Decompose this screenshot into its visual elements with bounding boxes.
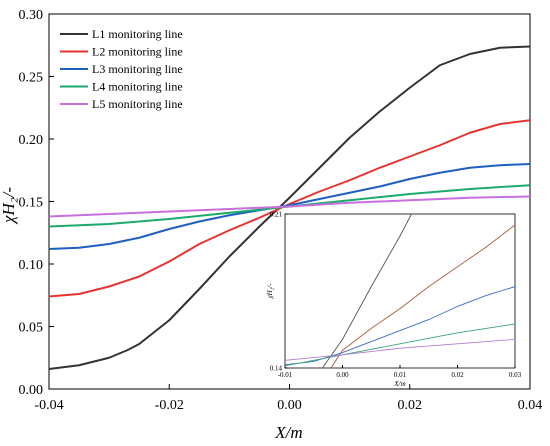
y-axis-label: χH₂/- (0, 187, 18, 225)
x-tick-label: 0.00 (336, 371, 349, 379)
y-tick-label: 0.05 (19, 321, 44, 336)
x-tick-label: 0.02 (451, 371, 464, 379)
x-axis-label: X/m (274, 423, 302, 442)
series-line-1 (48, 45, 531, 370)
inset-plot-frame (284, 213, 516, 369)
x-tick-label: -0.01 (278, 371, 293, 379)
legend-label-1: L1 monitoring line (92, 27, 183, 41)
series-line-2 (330, 224, 515, 368)
x-tick-label: 0.03 (509, 371, 522, 379)
legend-label-5: L5 monitoring line (92, 97, 183, 111)
y-tick-label: 0.20 (19, 133, 44, 148)
x-tick-label: 0.04 (518, 398, 543, 413)
legend: L1 monitoring line L2 monitoring line L3 m… (60, 27, 183, 111)
y-tick-label: 0.30 (19, 8, 44, 23)
y-tick-label: 0.10 (19, 258, 44, 273)
inset-y-axis-label: χH₂/- (266, 283, 274, 300)
inset-x-axis-label: X/m (393, 380, 405, 388)
series-line-5 (48, 195, 531, 218)
x-tick-label: -0.04 (34, 398, 63, 413)
inset-axis-ticks: -0.01 0.00 0.01 0.02 0.03 0.14 0.21 (270, 211, 522, 380)
x-tick-label: -0.02 (155, 398, 184, 413)
y-tick-label: 0.00 (19, 383, 44, 398)
x-tick-label: 0.00 (277, 398, 302, 413)
series-line-5 (285, 338, 515, 361)
y-tick-label: 0.14 (270, 365, 283, 373)
series-line-4 (285, 323, 515, 367)
main-axis-ticks: -0.04 -0.02 0.00 0.02 0.04 0.00 0.05 0.10 0.15 0.… (19, 8, 543, 413)
series-line-2 (48, 119, 531, 298)
y-tick-label: 0.15 (19, 196, 44, 211)
series-line-3 (48, 163, 531, 250)
series-line-1 (322, 214, 412, 368)
inset-series-group (285, 214, 515, 368)
legend-label-3: L3 monitoring line (92, 62, 183, 76)
y-tick-label: 0.25 (19, 71, 44, 86)
x-tick-label: 0.02 (398, 398, 423, 413)
y-tick-label: 0.21 (270, 211, 283, 219)
main-series-group (48, 45, 531, 370)
legend-label-2: L2 monitoring line (92, 45, 183, 59)
legend-label-4: L4 monitoring line (92, 80, 183, 94)
x-tick-label: 0.01 (394, 371, 407, 379)
